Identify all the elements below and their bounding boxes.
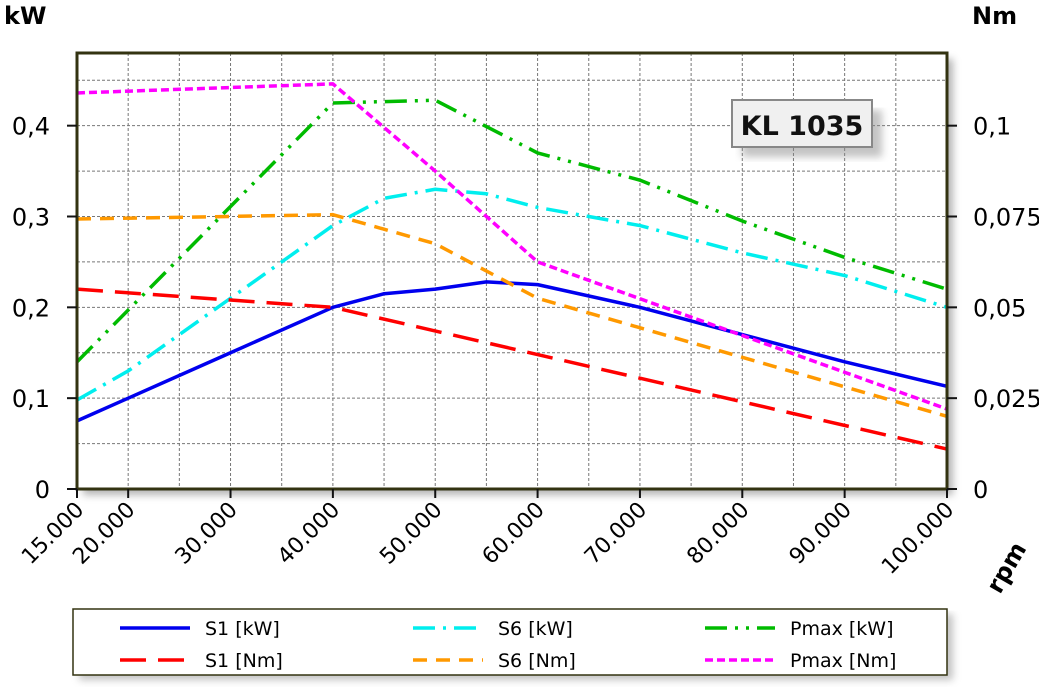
y-tick-label: 0,3 bbox=[12, 204, 50, 232]
y2-axis-label: Nm bbox=[972, 2, 1017, 30]
title-box: KL 1035 bbox=[731, 99, 882, 157]
legend-label: S6 [kW] bbox=[498, 618, 573, 640]
series-line-5 bbox=[76, 82, 948, 411]
x-tick-label: 90.000 bbox=[785, 498, 857, 570]
x-tick-label: 100.000 bbox=[877, 498, 959, 580]
y-axis-label: kW bbox=[4, 2, 46, 30]
series-line-3 bbox=[76, 287, 948, 451]
x-tick-label: 30.000 bbox=[171, 498, 243, 570]
y2-tick-label: 0,05 bbox=[973, 294, 1026, 322]
legend-label: S1 [kW] bbox=[205, 618, 280, 640]
plot-border bbox=[75, 51, 949, 491]
y2-tick-label: 0,075 bbox=[973, 204, 1039, 232]
x-tick-label: 60.000 bbox=[478, 498, 550, 570]
y2-tick-label: 0 bbox=[973, 476, 988, 504]
y2-tick-label: 0,025 bbox=[973, 385, 1039, 413]
y2-tick-label: 0,1 bbox=[973, 113, 1011, 141]
legend-label: Pmax [kW] bbox=[790, 618, 894, 640]
legend-box bbox=[72, 608, 948, 676]
x-tick-label: 50.000 bbox=[375, 498, 447, 570]
y-tick-label: 0 bbox=[35, 476, 50, 504]
series-line-4 bbox=[76, 212, 948, 419]
series-line-2 bbox=[75, 98, 948, 364]
legend: S1 [kW] S6 [kW] Pmax [kW] S1 [Nm] S6 [Nm] Pma… bbox=[72, 608, 953, 680]
x-axis-label: rpm bbox=[981, 537, 1032, 598]
y-tick-label: 0,4 bbox=[12, 113, 50, 141]
x-tick-label: 80.000 bbox=[682, 498, 754, 570]
legend-label: S6 [Nm] bbox=[498, 650, 576, 672]
series-line-0 bbox=[76, 280, 948, 423]
legend-label: S1 [Nm] bbox=[205, 650, 283, 672]
legend-label: Pmax [Nm] bbox=[790, 650, 896, 672]
x-tick-label: 40.000 bbox=[273, 498, 345, 570]
y-tick-label: 0,1 bbox=[12, 385, 50, 413]
x-tick-label: 70.000 bbox=[580, 498, 652, 570]
chart-title: KL 1035 bbox=[741, 111, 864, 142]
series-line-1 bbox=[76, 187, 948, 402]
y-tick-label: 0,2 bbox=[12, 294, 50, 322]
